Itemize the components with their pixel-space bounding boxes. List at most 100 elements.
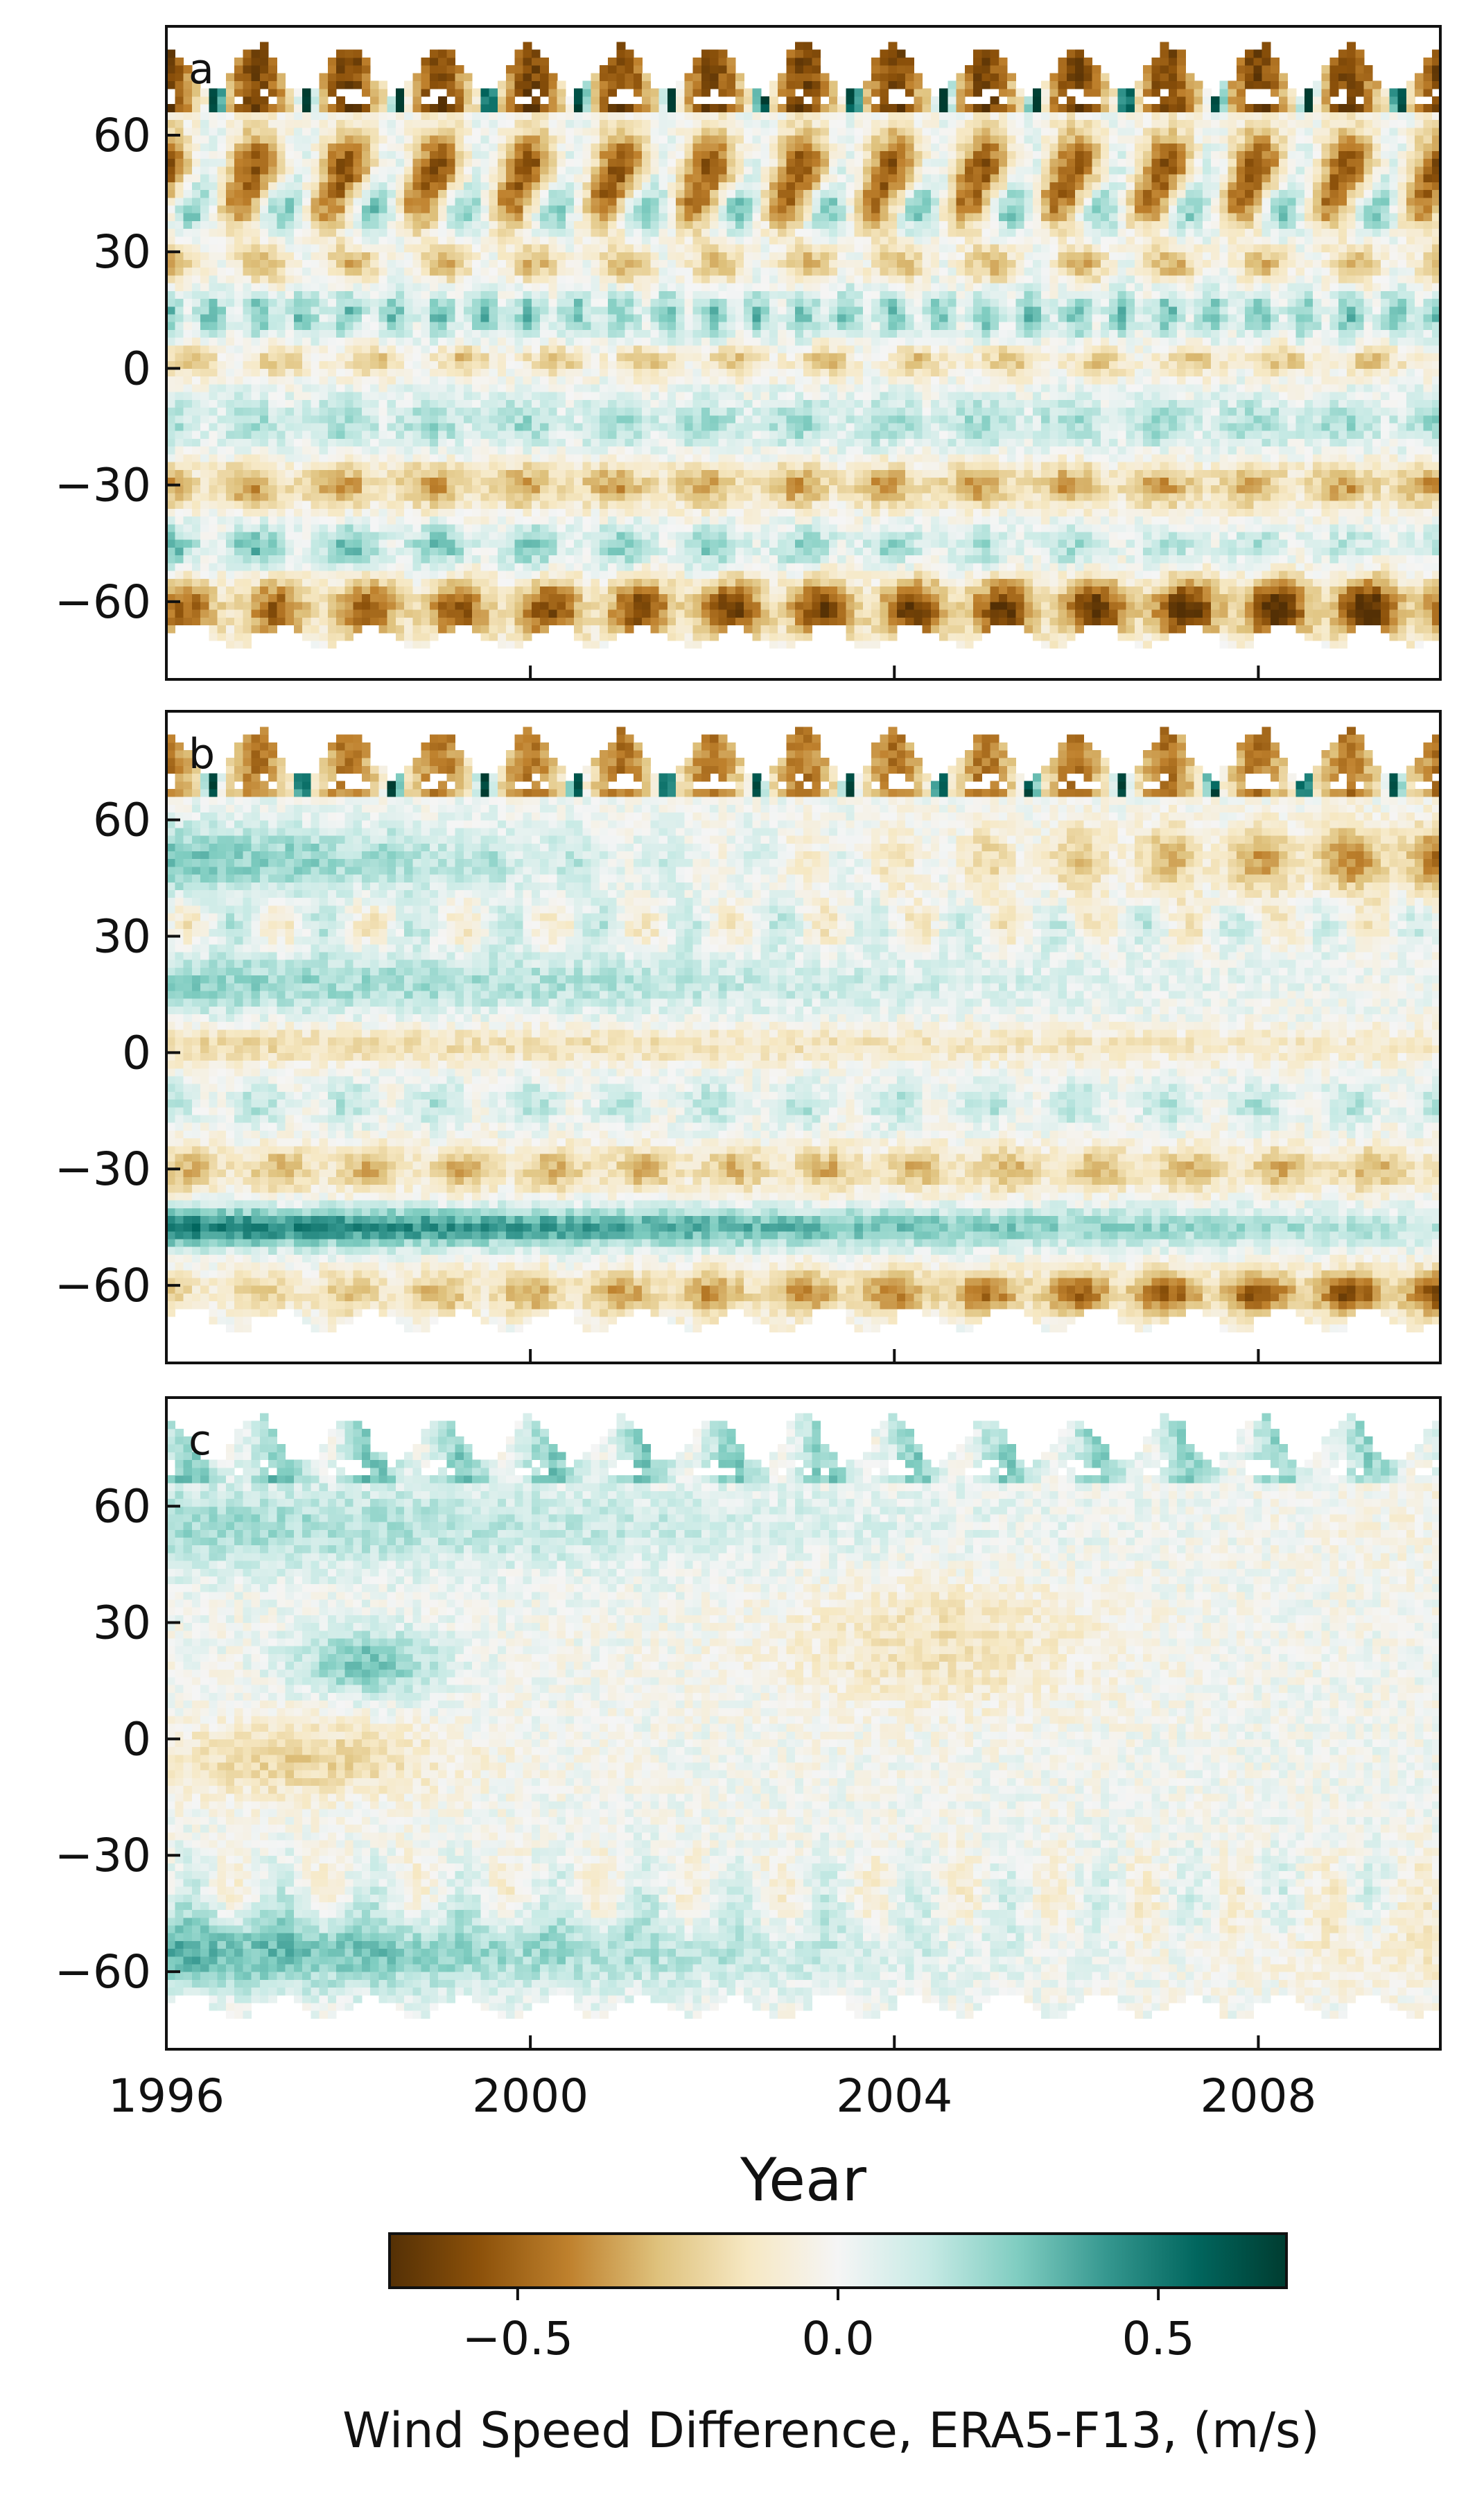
heatmap-cell (642, 73, 652, 82)
heatmap-cell (285, 376, 295, 385)
heatmap-cell (489, 462, 498, 470)
heatmap-cell (344, 539, 354, 548)
heatmap-cell (429, 632, 439, 641)
heatmap-cell (650, 275, 660, 284)
heatmap-cell (676, 252, 686, 261)
heatmap-cell (684, 625, 694, 634)
heatmap-cell (540, 571, 549, 579)
heatmap-cell (506, 228, 515, 237)
heatmap-cell (540, 578, 549, 587)
heatmap-cell (234, 562, 243, 571)
heatmap-cell (234, 438, 243, 447)
heatmap-cell (361, 422, 371, 431)
heatmap-cell (455, 508, 464, 517)
heatmap-cell (200, 438, 209, 447)
heatmap-cell (650, 485, 660, 494)
heatmap-cell (387, 625, 396, 634)
heatmap-cell (497, 283, 507, 291)
heatmap-cell (523, 383, 532, 392)
heatmap-cell (591, 516, 600, 525)
heatmap-cell (421, 182, 430, 191)
heatmap-cell (591, 469, 600, 478)
heatmap-cell (370, 119, 379, 128)
heatmap-cell (718, 593, 728, 602)
heatmap-cell (455, 392, 464, 400)
heatmap-cell (455, 150, 464, 159)
heatmap-cell (259, 555, 269, 564)
heatmap-cell (608, 104, 618, 112)
heatmap-cell (582, 632, 592, 641)
heatmap-cell (489, 508, 498, 517)
heatmap-cell (293, 182, 303, 191)
heatmap-cell (175, 290, 184, 299)
heatmap-cell (514, 283, 524, 291)
heatmap-cell (370, 104, 379, 112)
heatmap-cell (319, 112, 329, 121)
heatmap-cell (489, 182, 498, 191)
heatmap-cell (667, 252, 676, 261)
heatmap-cell (548, 174, 558, 182)
heatmap-cell (455, 182, 464, 191)
heatmap-cell (701, 298, 710, 307)
heatmap-cell (311, 562, 320, 571)
heatmap-cell (633, 306, 643, 315)
heatmap-cell (353, 508, 363, 517)
heatmap-cell (285, 453, 295, 462)
heatmap-cell (361, 73, 371, 82)
heatmap-cell (353, 531, 363, 540)
heatmap-cell (718, 244, 728, 252)
heatmap-cell (344, 283, 354, 291)
heatmap-cell (225, 220, 235, 229)
heatmap-cell (311, 345, 320, 354)
heatmap-cell (650, 469, 660, 478)
heatmap-cell (378, 119, 388, 128)
heatmap-cell (387, 174, 396, 182)
heatmap-cell (387, 322, 396, 330)
heatmap-cell (311, 640, 320, 649)
heatmap-cell (514, 562, 524, 571)
heatmap-cell (480, 571, 490, 579)
heatmap-cell (684, 383, 694, 392)
heatmap-cell (599, 127, 609, 136)
heatmap-cell (480, 477, 490, 486)
heatmap-cell (336, 353, 345, 361)
heatmap-cell (523, 632, 532, 641)
heatmap-cell (200, 166, 209, 175)
heatmap-cell (234, 593, 243, 602)
heatmap-cell (446, 283, 456, 291)
heatmap-cell (497, 275, 507, 284)
heatmap-cell (455, 407, 464, 416)
heatmap-cell (480, 593, 490, 602)
heatmap-cell (684, 547, 694, 556)
heatmap-cell (506, 399, 515, 408)
heatmap-cell (378, 290, 388, 299)
heatmap-cell (268, 322, 277, 330)
heatmap-cell (608, 462, 618, 470)
heatmap-cell (608, 368, 618, 377)
heatmap-cell (319, 632, 329, 641)
heatmap-cell (378, 220, 388, 229)
heatmap-cell (446, 127, 456, 136)
heatmap-cell (293, 383, 303, 392)
heatmap-cell (692, 228, 702, 237)
heatmap-cell (676, 329, 686, 338)
heatmap-cell (370, 477, 379, 486)
heatmap-cell (667, 112, 676, 121)
heatmap-cell (293, 625, 303, 634)
heatmap-cell (361, 259, 371, 268)
heatmap-cell (421, 516, 430, 525)
heatmap-cell (744, 259, 753, 268)
heatmap-cell (676, 150, 686, 159)
heatmap-cell (506, 244, 515, 252)
heatmap-cell (463, 469, 473, 478)
heatmap-cell (616, 313, 626, 322)
heatmap-cell (191, 376, 201, 385)
heatmap-cell (744, 501, 753, 509)
heatmap-cell (429, 617, 439, 626)
heatmap-cell (421, 228, 430, 237)
heatmap-cell (455, 586, 464, 595)
heatmap-cell (277, 462, 286, 470)
heatmap-cell (209, 562, 218, 571)
heatmap-cell (251, 298, 261, 307)
heatmap-cell (548, 329, 558, 338)
